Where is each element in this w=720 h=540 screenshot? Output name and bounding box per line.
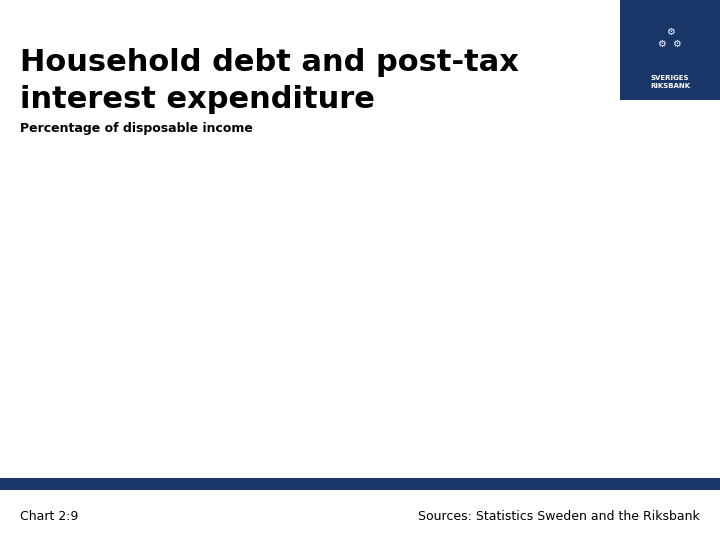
Text: Sources: Statistics Sweden and the Riksbank: Sources: Statistics Sweden and the Riksb… [418, 510, 700, 523]
Text: ⚙
⚙  ⚙: ⚙ ⚙ ⚙ [658, 27, 682, 49]
Bar [620, 0, 720, 100]
Text: interest expenditure: interest expenditure [20, 85, 375, 114]
Text: Chart 2:9: Chart 2:9 [20, 510, 78, 523]
Bar [0, 478, 720, 490]
Text: Household debt and post-tax: Household debt and post-tax [20, 48, 519, 77]
Text: Percentage of disposable income: Percentage of disposable income [20, 122, 253, 135]
Text: SVERIGES
RIKSBANK: SVERIGES RIKSBANK [650, 75, 690, 89]
